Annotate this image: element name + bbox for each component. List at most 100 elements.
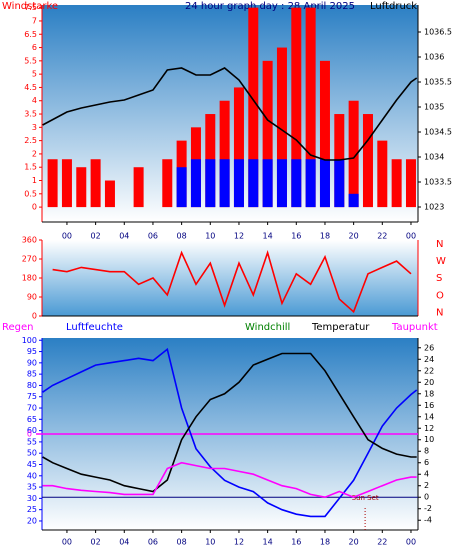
- y-tick-label: 35: [27, 483, 37, 492]
- y-tick-label: 0.5: [24, 189, 37, 198]
- compass-label: S: [436, 273, 442, 284]
- y2-tick-label: 16: [424, 401, 434, 410]
- x-tick-label: 12: [234, 538, 244, 547]
- y-tick-label: 95: [27, 347, 37, 356]
- y-tick-label: 6.5: [24, 30, 37, 39]
- compass-label: W: [436, 256, 446, 267]
- wind-bar: [233, 159, 244, 208]
- wind-bar: [219, 100, 230, 208]
- y-tick-label: 85: [27, 370, 37, 379]
- y-tick-label: 5.5: [24, 56, 37, 65]
- wind-bar: [233, 87, 244, 208]
- y-tick-label: 90: [27, 293, 37, 302]
- wind-bar: [377, 140, 388, 208]
- legend-dewpoint: Taupunkt: [391, 322, 438, 333]
- wind-bar: [262, 159, 273, 208]
- rain-tick-label: 0: [27, 430, 32, 439]
- wind-bar: [262, 60, 273, 208]
- y-tick-label: 7: [32, 16, 37, 25]
- x-tick-label: 04: [119, 232, 129, 241]
- x-tick-label: 22: [377, 232, 387, 241]
- x-tick-label: 22: [377, 538, 387, 547]
- y2-tick-label: 1035: [424, 103, 444, 112]
- x-tick-label: 10: [205, 232, 215, 241]
- y2-tick-label: 1036: [424, 53, 444, 62]
- y-tick-label: 7.5: [24, 3, 37, 12]
- wind-bar: [248, 7, 259, 208]
- y-tick-label: 60: [27, 426, 37, 435]
- y2-tick-label: 1034: [424, 153, 444, 162]
- y-tick-label: 30: [27, 494, 37, 503]
- legend-humidity: Luftfeuchte: [66, 322, 123, 333]
- x-tick-label: 00: [406, 538, 416, 547]
- compass-label: O: [436, 290, 444, 301]
- wind-bar: [90, 159, 101, 208]
- y2-tick-label: 26: [424, 343, 434, 352]
- series-line: [42, 347, 418, 518]
- x-tick-label: 14: [263, 232, 273, 241]
- y2-tick-label: 22: [424, 366, 434, 375]
- y2-tick-label: 10: [424, 435, 434, 444]
- wind-bar: [276, 47, 287, 208]
- y-tick-label: 0: [32, 312, 37, 321]
- wind-bar: [391, 159, 402, 208]
- y-tick-label: 55: [27, 437, 37, 446]
- y-tick-label: 360: [22, 236, 37, 245]
- y-tick-label: 90: [27, 358, 37, 367]
- wind-bar: [362, 114, 373, 208]
- y-tick-label: 6: [32, 43, 37, 52]
- y-tick-label: 270: [22, 255, 37, 264]
- y-tick-label: 80: [27, 381, 37, 390]
- y-tick-label: 25: [27, 505, 37, 514]
- rain-label: Regen: [2, 322, 34, 333]
- series-line: [42, 352, 417, 493]
- x-tick-label: 20: [349, 538, 359, 547]
- wind-bar: [61, 159, 72, 208]
- y-tick-label: 4.5: [24, 83, 37, 92]
- x-tick-label: 08: [177, 538, 187, 547]
- x-tick-label: 14: [263, 538, 273, 547]
- y2-tick-label: -4: [424, 516, 432, 525]
- legend-temperature: Temperatur: [311, 322, 370, 333]
- wind-bar: [248, 159, 259, 208]
- wind-bar: [334, 159, 345, 208]
- y-tick-label: 65: [27, 415, 37, 424]
- y2-tick-label: 24: [424, 355, 434, 364]
- y-tick-label: 75: [27, 392, 37, 401]
- chart-title: 24 hour graph day : 28 April 2025: [185, 1, 355, 12]
- y-tick-label: 180: [22, 274, 37, 283]
- wind-bar: [76, 167, 87, 208]
- y-tick-label: 50: [27, 449, 37, 458]
- x-tick-label: 18: [320, 232, 330, 241]
- y2-tick-label: 1035.5: [424, 78, 452, 87]
- y-tick-label: 20: [27, 516, 37, 525]
- y2-tick-label: 1036.5: [424, 28, 452, 37]
- panel-background: [42, 240, 418, 316]
- y-tick-label: 1.5: [24, 163, 37, 172]
- wind-bar: [47, 159, 58, 208]
- x-tick-label: 16: [291, 232, 301, 241]
- y-axis-label: Windstarke: [2, 1, 58, 12]
- wind-bar: [405, 159, 416, 208]
- y2-tick-label: 1023: [424, 203, 444, 212]
- x-tick-label: 18: [320, 538, 330, 547]
- x-tick-label: 20: [349, 232, 359, 241]
- y-tick-label: 3.5: [24, 110, 37, 119]
- series-line: [42, 461, 417, 499]
- x-tick-label: 06: [148, 538, 158, 547]
- wind-bar: [319, 159, 330, 208]
- wind-bar: [291, 7, 302, 208]
- x-tick-label: 08: [177, 232, 187, 241]
- wind-bar: [305, 159, 316, 208]
- y-tick-label: 3: [32, 123, 37, 132]
- x-tick-label: 16: [291, 538, 301, 547]
- y2-axis-label: Luftdruck: [370, 1, 417, 12]
- wind-bar: [319, 60, 330, 208]
- pressure-line: [42, 67, 418, 161]
- x-tick-label: 02: [91, 538, 101, 547]
- compass-label: N: [436, 239, 443, 250]
- x-tick-label: 04: [119, 538, 129, 547]
- y2-tick-label: 8: [424, 447, 429, 456]
- x-tick-label: 06: [148, 232, 158, 241]
